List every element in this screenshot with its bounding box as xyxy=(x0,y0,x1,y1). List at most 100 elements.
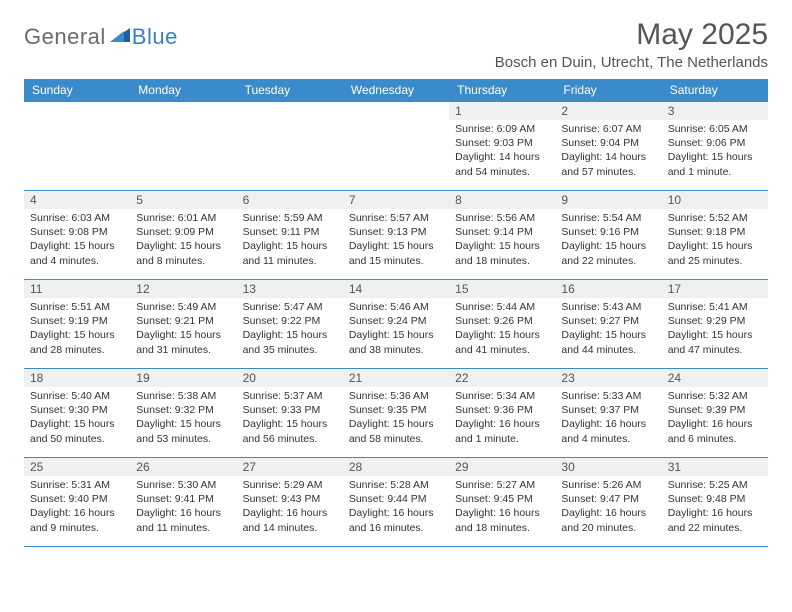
day-info: Sunrise: 5:51 AMSunset: 9:19 PMDaylight:… xyxy=(30,300,124,357)
cell-content: Sunrise: 5:36 AMSunset: 9:35 PMDaylight:… xyxy=(343,389,449,450)
calendar-cell: 4Sunrise: 6:03 AMSunset: 9:08 PMDaylight… xyxy=(24,191,130,279)
date-number: 25 xyxy=(24,458,130,476)
day-info: Sunrise: 5:27 AMSunset: 9:45 PMDaylight:… xyxy=(455,478,549,535)
date-number: 11 xyxy=(24,280,130,298)
date-number: 13 xyxy=(237,280,343,298)
calendar-cell: 7 Sunrise: 5:57 AMSunset: 9:13 PMDaylight… xyxy=(343,191,449,279)
date-number: 1 xyxy=(449,102,555,120)
day-header: Monday xyxy=(130,79,236,101)
calendar-cell: 30 Sunrise: 5:26 AMSunset: 9:47 PMDayligh… xyxy=(555,458,661,546)
cell-content: Sunrise: 5:54 AMSunset: 9:16 PMDaylight:… xyxy=(555,211,661,272)
cell-content: Sunrise: 6:05 AMSunset: 9:06 PMDaylight:… xyxy=(662,122,768,183)
date-number: 30 xyxy=(555,458,661,476)
title-block: May 2025 Bosch en Duin, Utrecht, The Net… xyxy=(495,18,768,71)
calendar-cell: 8 Sunrise: 5:56 AMSunset: 9:14 PMDaylight… xyxy=(449,191,555,279)
header: General Blue May 2025 Bosch en Duin, Utr… xyxy=(24,18,768,71)
calendar-cell: 10Sunrise: 5:52 AMSunset: 9:18 PMDayligh… xyxy=(662,191,768,279)
cell-content: Sunrise: 5:25 AMSunset: 9:48 PMDaylight:… xyxy=(662,478,768,539)
calendar-cell: 5Sunrise: 6:01 AMSunset: 9:09 PMDaylight… xyxy=(130,191,236,279)
cell-content: Sunrise: 5:56 AMSunset: 9:14 PMDaylight:… xyxy=(449,211,555,272)
calendar-cell: 9 Sunrise: 5:54 AMSunset: 9:16 PMDaylight… xyxy=(555,191,661,279)
date-number: 24 xyxy=(662,369,768,387)
cell-content: Sunrise: 5:40 AMSunset: 9:30 PMDaylight:… xyxy=(24,389,130,450)
cell-content: Sunrise: 5:29 AMSunset: 9:43 PMDaylight:… xyxy=(237,478,343,539)
day-info: Sunrise: 5:43 AMSunset: 9:27 PMDaylight:… xyxy=(561,300,655,357)
calendar-cell xyxy=(130,102,236,190)
cell-content: Sunrise: 5:33 AMSunset: 9:37 PMDaylight:… xyxy=(555,389,661,450)
calendar-cell: 31Sunrise: 5:25 AMSunset: 9:48 PMDayligh… xyxy=(662,458,768,546)
calendar-week: 1 Sunrise: 6:09 AMSunset: 9:03 PMDaylight… xyxy=(24,101,768,190)
calendar-cell: 26Sunrise: 5:30 AMSunset: 9:41 PMDayligh… xyxy=(130,458,236,546)
date-number: 12 xyxy=(130,280,236,298)
calendar-cell: 12 Sunrise: 5:49 AMSunset: 9:21 PMDayligh… xyxy=(130,280,236,368)
calendar-week: 18Sunrise: 5:40 AMSunset: 9:30 PMDayligh… xyxy=(24,368,768,457)
brand-logo: General Blue xyxy=(24,18,178,50)
cell-content: Sunrise: 5:26 AMSunset: 9:47 PMDaylight:… xyxy=(555,478,661,539)
calendar-week: 4Sunrise: 6:03 AMSunset: 9:08 PMDaylight… xyxy=(24,190,768,279)
brand-part1: General xyxy=(24,24,106,50)
cell-content: Sunrise: 5:44 AMSunset: 9:26 PMDaylight:… xyxy=(449,300,555,361)
calendar-cell: 2Sunrise: 6:07 AMSunset: 9:04 PMDaylight… xyxy=(555,102,661,190)
cell-content: Sunrise: 5:28 AMSunset: 9:44 PMDaylight:… xyxy=(343,478,449,539)
calendar-cell: 19Sunrise: 5:38 AMSunset: 9:32 PMDayligh… xyxy=(130,369,236,457)
date-number: 28 xyxy=(343,458,449,476)
cell-content: Sunrise: 6:01 AMSunset: 9:09 PMDaylight:… xyxy=(130,211,236,272)
calendar-cell xyxy=(237,102,343,190)
day-headers-row: SundayMondayTuesdayWednesdayThursdayFrid… xyxy=(24,79,768,101)
day-info: Sunrise: 5:54 AMSunset: 9:16 PMDaylight:… xyxy=(561,211,655,268)
calendar-cell: 11 Sunrise: 5:51 AMSunset: 9:19 PMDayligh… xyxy=(24,280,130,368)
calendar-cell xyxy=(343,102,449,190)
day-info: Sunrise: 5:44 AMSunset: 9:26 PMDaylight:… xyxy=(455,300,549,357)
day-info: Sunrise: 5:26 AMSunset: 9:47 PMDaylight:… xyxy=(561,478,655,535)
calendar-cell: 14Sunrise: 5:46 AMSunset: 9:24 PMDayligh… xyxy=(343,280,449,368)
day-info: Sunrise: 6:03 AMSunset: 9:08 PMDaylight:… xyxy=(30,211,124,268)
cell-content: Sunrise: 5:49 AMSunset: 9:21 PMDaylight:… xyxy=(130,300,236,361)
cell-content: Sunrise: 6:09 AMSunset: 9:03 PMDaylight:… xyxy=(449,122,555,183)
calendar: SundayMondayTuesdayWednesdayThursdayFrid… xyxy=(24,79,768,547)
calendar-cell: 24Sunrise: 5:32 AMSunset: 9:39 PMDayligh… xyxy=(662,369,768,457)
calendar-cell: 21 Sunrise: 5:36 AMSunset: 9:35 PMDayligh… xyxy=(343,369,449,457)
calendar-cell: 23Sunrise: 5:33 AMSunset: 9:37 PMDayligh… xyxy=(555,369,661,457)
day-header: Tuesday xyxy=(237,79,343,101)
day-info: Sunrise: 5:37 AMSunset: 9:33 PMDaylight:… xyxy=(243,389,337,446)
day-info: Sunrise: 5:41 AMSunset: 9:29 PMDaylight:… xyxy=(668,300,762,357)
cell-content: Sunrise: 5:27 AMSunset: 9:45 PMDaylight:… xyxy=(449,478,555,539)
cell-content: Sunrise: 5:34 AMSunset: 9:36 PMDaylight:… xyxy=(449,389,555,450)
calendar-cell: 22Sunrise: 5:34 AMSunset: 9:36 PMDayligh… xyxy=(449,369,555,457)
calendar-cell: 29 Sunrise: 5:27 AMSunset: 9:45 PMDayligh… xyxy=(449,458,555,546)
date-number: 29 xyxy=(449,458,555,476)
date-number: 21 xyxy=(343,369,449,387)
location-text: Bosch en Duin, Utrecht, The Netherlands xyxy=(495,54,768,71)
date-number: 15 xyxy=(449,280,555,298)
day-info: Sunrise: 5:47 AMSunset: 9:22 PMDaylight:… xyxy=(243,300,337,357)
day-info: Sunrise: 5:29 AMSunset: 9:43 PMDaylight:… xyxy=(243,478,337,535)
calendar-cell: 16 Sunrise: 5:43 AMSunset: 9:27 PMDayligh… xyxy=(555,280,661,368)
cell-content: Sunrise: 5:52 AMSunset: 9:18 PMDaylight:… xyxy=(662,211,768,272)
calendar-cell: 20Sunrise: 5:37 AMSunset: 9:33 PMDayligh… xyxy=(237,369,343,457)
cell-content: Sunrise: 5:57 AMSunset: 9:13 PMDaylight:… xyxy=(343,211,449,272)
calendar-cell xyxy=(24,102,130,190)
calendar-cell: 13 Sunrise: 5:47 AMSunset: 9:22 PMDayligh… xyxy=(237,280,343,368)
cell-content: Sunrise: 5:46 AMSunset: 9:24 PMDaylight:… xyxy=(343,300,449,361)
day-info: Sunrise: 5:59 AMSunset: 9:11 PMDaylight:… xyxy=(243,211,337,268)
day-header: Wednesday xyxy=(343,79,449,101)
date-number: 17 xyxy=(662,280,768,298)
day-info: Sunrise: 5:49 AMSunset: 9:21 PMDaylight:… xyxy=(136,300,230,357)
date-number: 8 xyxy=(449,191,555,209)
day-info: Sunrise: 5:31 AMSunset: 9:40 PMDaylight:… xyxy=(30,478,124,535)
day-info: Sunrise: 5:46 AMSunset: 9:24 PMDaylight:… xyxy=(349,300,443,357)
date-number: 3 xyxy=(662,102,768,120)
date-number: 26 xyxy=(130,458,236,476)
date-number: 9 xyxy=(555,191,661,209)
day-header: Sunday xyxy=(24,79,130,101)
day-info: Sunrise: 5:28 AMSunset: 9:44 PMDaylight:… xyxy=(349,478,443,535)
date-number: 7 xyxy=(343,191,449,209)
calendar-cell: 25 Sunrise: 5:31 AMSunset: 9:40 PMDayligh… xyxy=(24,458,130,546)
date-number: 19 xyxy=(130,369,236,387)
date-number: 16 xyxy=(555,280,661,298)
calendar-cell: 3 Sunrise: 6:05 AMSunset: 9:06 PMDaylight… xyxy=(662,102,768,190)
brand-part2: Blue xyxy=(132,24,178,50)
date-number: 6 xyxy=(237,191,343,209)
day-info: Sunrise: 5:52 AMSunset: 9:18 PMDaylight:… xyxy=(668,211,762,268)
cell-content: Sunrise: 6:07 AMSunset: 9:04 PMDaylight:… xyxy=(555,122,661,183)
